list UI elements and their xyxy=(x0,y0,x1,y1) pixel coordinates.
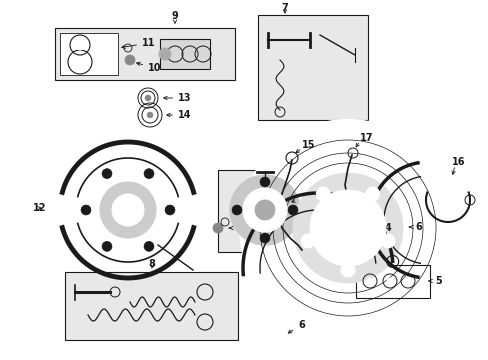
Circle shape xyxy=(143,241,154,251)
Text: 9: 9 xyxy=(171,11,178,21)
Circle shape xyxy=(325,206,369,250)
Bar xyxy=(55,28,235,80)
Text: 11: 11 xyxy=(122,38,155,49)
Text: 2: 2 xyxy=(229,223,241,233)
Circle shape xyxy=(243,188,286,232)
Circle shape xyxy=(100,182,156,238)
Text: 4: 4 xyxy=(378,223,391,233)
Circle shape xyxy=(404,278,410,284)
Circle shape xyxy=(309,190,385,266)
Text: 8: 8 xyxy=(148,259,155,269)
Bar xyxy=(258,15,367,120)
Circle shape xyxy=(145,95,151,101)
Circle shape xyxy=(112,194,143,226)
Bar xyxy=(60,33,118,75)
Circle shape xyxy=(292,173,402,283)
Text: 10: 10 xyxy=(136,62,161,73)
Text: 12: 12 xyxy=(33,203,46,213)
Circle shape xyxy=(264,145,430,311)
Circle shape xyxy=(75,57,85,67)
Circle shape xyxy=(316,187,329,201)
Circle shape xyxy=(251,132,443,324)
Circle shape xyxy=(301,234,314,248)
Circle shape xyxy=(254,200,274,220)
Circle shape xyxy=(240,120,455,336)
Text: 6: 6 xyxy=(287,320,304,333)
Circle shape xyxy=(260,233,269,243)
Text: 3: 3 xyxy=(291,193,306,203)
Circle shape xyxy=(260,177,269,187)
Circle shape xyxy=(159,48,171,60)
Circle shape xyxy=(164,205,175,215)
Text: 13: 13 xyxy=(163,93,191,103)
Circle shape xyxy=(213,223,223,233)
Bar xyxy=(218,170,317,252)
Circle shape xyxy=(287,205,297,215)
Text: 17: 17 xyxy=(359,133,373,143)
Circle shape xyxy=(125,55,135,65)
Circle shape xyxy=(229,175,299,245)
Text: 7: 7 xyxy=(281,3,288,13)
Circle shape xyxy=(143,168,154,179)
Text: 1: 1 xyxy=(307,208,314,218)
Bar xyxy=(355,265,429,298)
Text: 14: 14 xyxy=(166,110,191,120)
Circle shape xyxy=(147,112,153,118)
Circle shape xyxy=(340,263,354,277)
Text: 5: 5 xyxy=(428,276,441,286)
Circle shape xyxy=(102,168,112,179)
Circle shape xyxy=(102,241,112,251)
Circle shape xyxy=(231,205,242,215)
Circle shape xyxy=(380,234,394,248)
Circle shape xyxy=(365,187,379,201)
Text: 16: 16 xyxy=(451,157,465,167)
Circle shape xyxy=(75,40,85,50)
Circle shape xyxy=(366,278,372,284)
Circle shape xyxy=(30,112,225,308)
Circle shape xyxy=(386,278,392,284)
Bar xyxy=(65,272,238,340)
Bar xyxy=(160,39,209,69)
Text: 15: 15 xyxy=(302,140,315,150)
Text: 6: 6 xyxy=(408,222,421,232)
Circle shape xyxy=(40,122,216,298)
Circle shape xyxy=(81,205,91,215)
